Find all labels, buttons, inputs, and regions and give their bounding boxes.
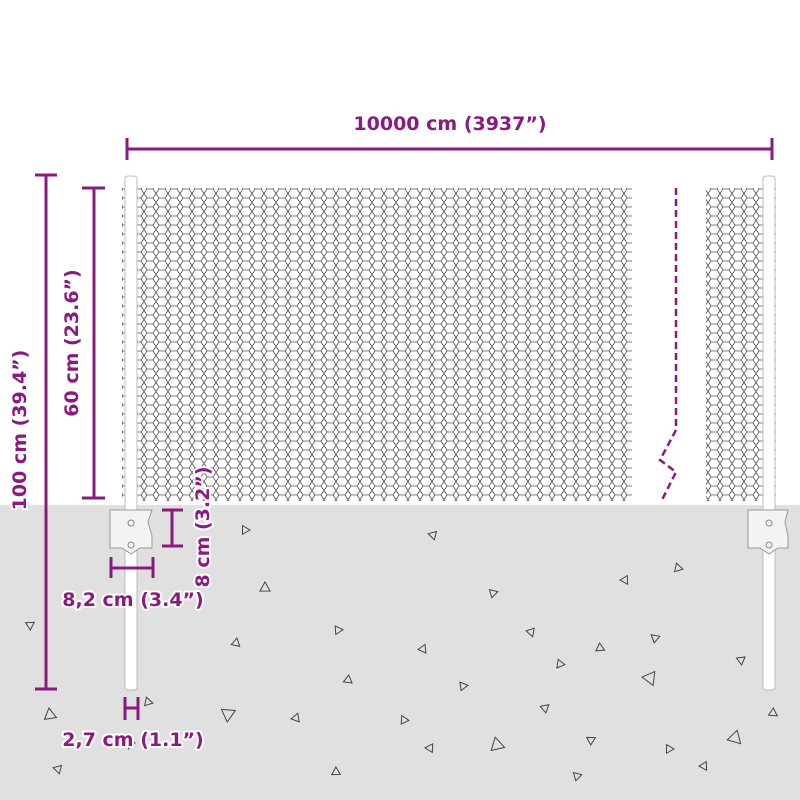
stone-icon [242,524,251,536]
mesh-height-dimension: 60 cm (23.6”) [59,186,105,500]
stone-icon [220,708,237,724]
stone-icon [459,681,470,692]
total-height-dimension: 100 cm (39.4”) [7,173,57,691]
stone-icon [556,658,566,669]
length-label: 10000 cm (3937”) [353,113,546,135]
mesh-height-label: 60 cm (23.6”) [61,269,83,416]
stone-icon [488,588,499,599]
stone-icon [342,674,353,684]
post-left [109,175,153,691]
post-right [747,175,789,691]
stone-icon [400,714,411,725]
stone-icon [259,580,272,592]
stone-icon [735,656,746,666]
stone-icon [767,707,779,717]
total-height-label: 100 cm (39.4”) [9,350,31,511]
bracket-width-dimension: 8,2 cm (3.4”) [60,557,206,613]
stone-icon [673,562,684,573]
stone-icon [490,736,506,752]
break-line [658,188,678,501]
mesh-section-left [122,188,632,501]
stone-icon [650,634,661,644]
stone-icon [43,707,58,721]
stone-icon [595,641,606,652]
stone-icon [641,670,656,687]
stone-icon [619,574,629,586]
stone-icon [539,704,550,714]
bracket-height-dimension: 8 cm (3.2”) [162,464,216,590]
stone-icon [585,736,597,746]
post-width-dimension: 2,7 cm (1.1”) [60,697,206,753]
stone-icon [665,743,675,755]
stone-icon [126,739,136,750]
stone-icon [423,742,434,754]
post-width-label: 2,7 cm (1.1”) [62,729,203,751]
stone-icon [24,621,36,632]
stone-icon [334,625,345,636]
stone-icon [417,643,427,654]
stone-icon [726,729,742,745]
stone-icon [290,712,300,723]
ground-stones [24,524,779,782]
stone-icon [143,696,154,707]
bracket-height-label: 8 cm (3.2”) [192,466,214,587]
stone-icon [698,760,708,772]
ground [0,505,800,800]
stone-icon [525,627,535,638]
stone-icon [230,637,241,647]
stone-icon [330,765,342,776]
stone-icon [52,764,63,775]
stone-icon [427,530,438,541]
length-dimension: 10000 cm (3937”) [125,111,774,160]
stone-icon [572,771,583,782]
bracket-width-label: 8,2 cm (3.4”) [62,589,203,611]
